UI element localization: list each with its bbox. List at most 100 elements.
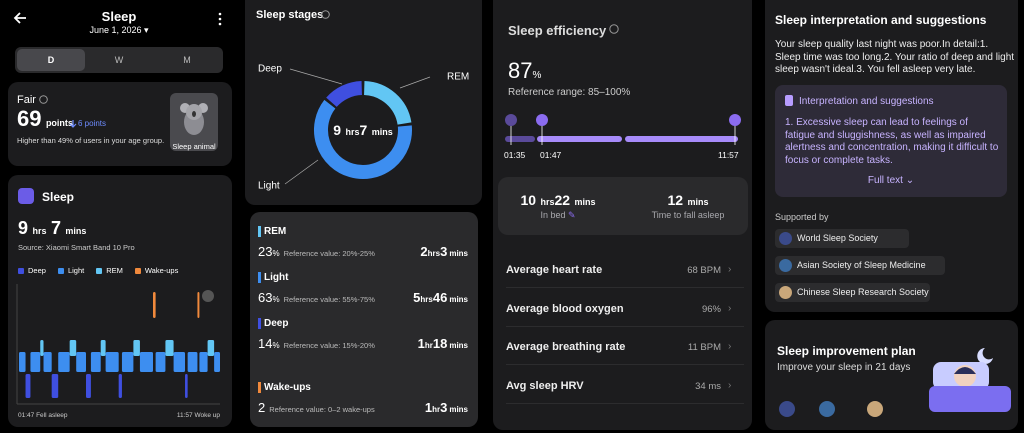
efficiency-title: Sleep efficiency — [508, 23, 607, 38]
timeline-segment — [537, 136, 622, 142]
hypnogram-segment — [199, 352, 208, 372]
circle-shape — [218, 17, 222, 21]
legend-swatch — [96, 267, 103, 274]
back-arrow[interactable] — [12, 10, 28, 26]
legend-item: REM — [96, 266, 123, 275]
path-shape — [13, 12, 26, 24]
stage-reference: Reference value: 20%-25% — [283, 249, 375, 258]
donut-arc — [314, 99, 412, 179]
supporter-name: Chinese Sleep Research Society — [797, 287, 929, 297]
hypnogram-segment — [105, 352, 119, 372]
metric-value: 68 BPM — [687, 265, 721, 276]
hypnogram — [16, 284, 220, 405]
interpretation-box — [775, 85, 1007, 197]
zoom-button[interactable] — [202, 290, 214, 302]
efficiency-value-line: 87% — [508, 58, 541, 84]
stage-marker — [258, 318, 261, 329]
in-bed-duration: 10 hrs22 mins — [498, 192, 618, 210]
stage-value: 23 — [258, 244, 273, 259]
stage-reference: Reference value: 0–2 wake-ups — [269, 405, 375, 414]
stage-name: REM — [264, 226, 287, 237]
legend-swatch — [18, 267, 24, 274]
fall-asleep-duration: 12 mins — [628, 192, 748, 210]
ellipse-shape — [192, 111, 196, 117]
stage-percent: 14% Reference value: 15%-20% — [258, 335, 375, 353]
stages-title: Sleep stages — [256, 9, 324, 21]
metric-label: Average breathing rate — [506, 341, 626, 353]
stages-list-card — [250, 212, 478, 427]
start-label: 01:47 Fell asleep — [18, 412, 68, 419]
in-bed-label[interactable]: In bed ✎ — [498, 210, 618, 221]
hypnogram-segment — [139, 352, 153, 372]
circle-shape — [218, 12, 222, 16]
in-bed-text: In bed — [540, 210, 566, 220]
tab[interactable]: D — [17, 49, 85, 71]
legend-swatch — [134, 267, 141, 274]
plan-title: Sleep improvement plan — [777, 344, 916, 358]
time-label: 01:47 — [540, 150, 562, 160]
sleep-duration: 9 hrs 7 mins — [18, 218, 86, 239]
minutes-unit: mins — [574, 197, 596, 207]
hypnogram-segment — [153, 292, 156, 318]
stage-percent: 2 Reference value: 0–2 wake-ups — [258, 399, 375, 417]
info-icon — [609, 24, 619, 34]
minutes: 3 — [440, 400, 448, 415]
hours: 1 — [417, 336, 425, 351]
legend-item: Light — [57, 266, 84, 275]
supporter-badge — [775, 256, 945, 275]
minutes-unit: mins — [449, 249, 468, 258]
timeline-awake — [505, 136, 535, 142]
plan-illustration — [929, 348, 1011, 412]
minutes: 18 — [432, 336, 448, 351]
score-change: 6 points — [78, 119, 107, 128]
divider — [506, 325, 744, 327]
hypnogram-segment — [214, 352, 220, 372]
hours: 9 — [333, 122, 342, 138]
hours-unit: hr — [424, 341, 433, 350]
hours-unit: hrs — [32, 226, 47, 236]
circle-shape — [867, 401, 883, 417]
hypnogram-segment — [165, 340, 174, 356]
hours-unit: hrs — [540, 197, 555, 207]
timeline — [505, 114, 741, 145]
legend: Deep Light REM Wake-ups — [18, 266, 178, 275]
hypnogram-segment — [69, 340, 77, 356]
hypnogram-segment — [19, 352, 26, 372]
sleep-icon — [18, 188, 34, 204]
hypnogram-segment — [43, 352, 52, 372]
hypnogram-segment — [30, 352, 41, 372]
metric-label: Average blood oxygen — [506, 302, 624, 315]
end-label: 11:57 Woke up — [176, 412, 220, 419]
hypnogram-segment — [185, 374, 188, 398]
stage-duration: 1hr3 mins — [380, 399, 468, 417]
metric-value: 34 ms — [695, 380, 721, 392]
legend-label: Wake-ups — [144, 266, 179, 275]
menu[interactable] — [217, 12, 223, 26]
path-shape — [977, 348, 993, 364]
hypnogram-segment — [207, 340, 215, 356]
donut-label: Deep — [258, 64, 282, 75]
stage-unit: % — [272, 295, 280, 304]
legend-item: Wake-ups — [134, 266, 179, 275]
donut: REM Light Deep — [258, 64, 469, 192]
hypnogram-segment — [90, 352, 101, 372]
score-value: 69 — [17, 106, 42, 131]
circle-shape — [779, 401, 795, 417]
leader-line — [284, 159, 319, 185]
time-label: 11:57 — [718, 150, 739, 160]
metric-value: 96% — [701, 303, 721, 315]
hours-unit: hr — [432, 405, 441, 414]
tab[interactable]: M — [183, 55, 191, 65]
supporter-badge — [775, 229, 909, 248]
tab[interactable]: W — [114, 55, 124, 65]
down-arrow — [69, 120, 77, 128]
box-title: Interpretation and suggestions — [799, 96, 934, 107]
leader-line — [399, 76, 431, 89]
hours-unit: hrs — [345, 127, 360, 137]
header-date[interactable]: June 1, 2026 ▾ — [89, 25, 149, 35]
supporter-logo — [779, 286, 792, 299]
full-text-link[interactable]: Full text ⌄ — [867, 175, 915, 186]
supporter-name: Asian Society of Sleep Medicine — [797, 260, 926, 270]
chevron: › — [728, 302, 732, 314]
